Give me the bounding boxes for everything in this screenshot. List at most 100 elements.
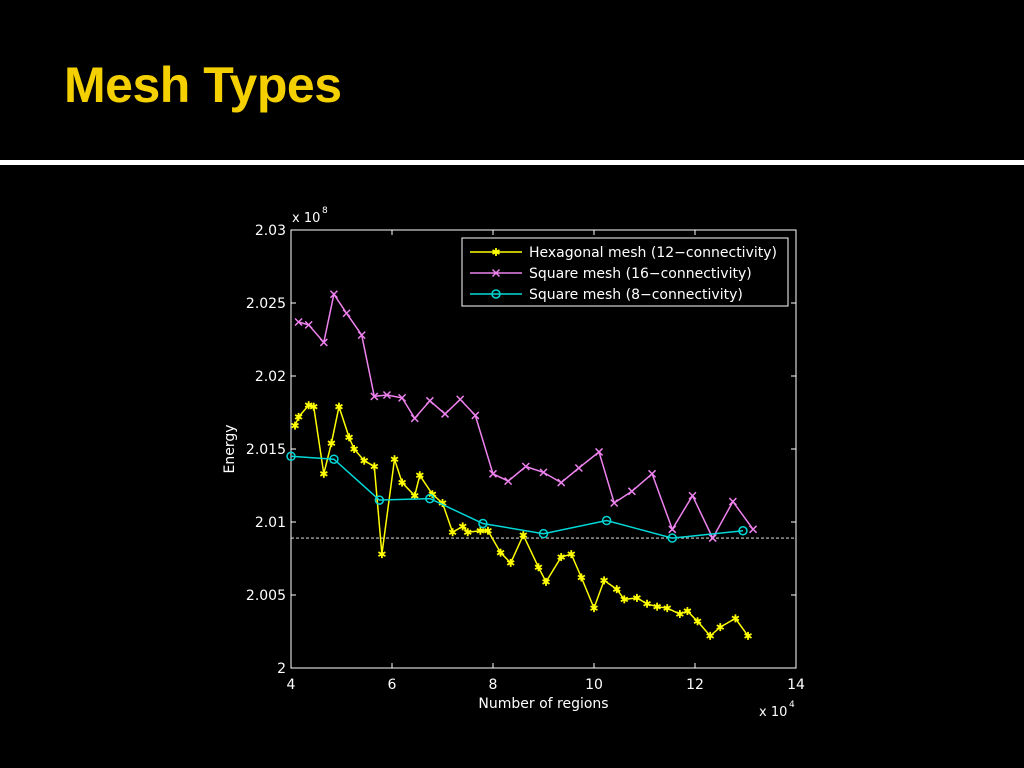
data-point-hexagonal (448, 528, 457, 537)
series-line-square-8 (290, 455, 744, 539)
data-point-hexagonal (590, 604, 598, 613)
data-point-square-16 (456, 395, 465, 404)
legend-label-hexagonal: Hexagonal mesh (12−connectivity) (529, 245, 777, 261)
data-point-hexagonal (294, 412, 303, 421)
data-point-hexagonal (390, 455, 399, 464)
data-point-hexagonal (438, 499, 447, 508)
data-point-hexagonal (542, 577, 550, 586)
data-point-hexagonal (706, 631, 715, 640)
x-tick-label: 14 (787, 677, 805, 693)
data-point-square-16 (648, 469, 657, 478)
data-point-hexagonal (458, 522, 467, 531)
data-point-hexagonal (534, 563, 543, 572)
data-point-hexagonal (484, 526, 492, 535)
data-point-hexagonal (496, 548, 505, 557)
data-point-square-16 (471, 411, 480, 420)
data-point-hexagonal (731, 614, 740, 623)
data-point-hexagonal (557, 553, 566, 562)
data-point-hexagonal (309, 402, 318, 411)
legend-label-square-8: Square mesh (8−connectivity) (529, 287, 743, 303)
data-point-square-16 (382, 390, 391, 400)
data-point-square-16 (370, 392, 379, 401)
tick-layer: 4 6 8 10 12 14 2 2.005 2.01 2.015 2.02 2.025 2.03 (246, 223, 805, 693)
data-point-square-16 (425, 396, 434, 405)
data-point-square-16 (688, 491, 697, 500)
data-point-square-16 (749, 525, 758, 534)
x-tick-label: 6 (388, 677, 397, 693)
data-point-hexagonal (653, 602, 662, 611)
data-point-square-8 (601, 515, 612, 526)
y-tick-label: 2 (277, 661, 286, 677)
data-point-hexagonal (345, 433, 354, 442)
legend-marker-hexagonal (492, 248, 500, 256)
data-point-hexagonal (632, 593, 641, 602)
y-tick-label: 2.015 (246, 442, 286, 458)
data-point-hexagonal (319, 469, 328, 478)
data-point-square-16 (440, 409, 450, 418)
series-line-hexagonal (294, 403, 749, 637)
y-axis-multiplier: x 10 8 (292, 206, 328, 226)
data-point-hexagonal (476, 526, 485, 535)
data-point-square-16 (574, 463, 583, 473)
y-tick-label: 2.005 (246, 588, 286, 604)
data-point-hexagonal (716, 623, 725, 632)
data-point-square-8 (667, 533, 678, 543)
y-tick-label: 2.03 (255, 223, 286, 239)
data-point-square-8 (425, 493, 435, 504)
x-multiplier-base: x 10 (759, 705, 787, 720)
slide-title: Mesh Types (64, 57, 342, 113)
data-point-hexagonal (415, 471, 424, 480)
series-square-8 (286, 451, 748, 543)
data-point-hexagonal (643, 599, 651, 608)
series-hexagonal (291, 401, 752, 640)
legend-marker-square-8 (491, 289, 501, 299)
data-point-square-16 (610, 498, 619, 508)
legend-markers (470, 248, 522, 299)
data-point-hexagonal (335, 402, 343, 411)
series-square-16 (294, 290, 758, 543)
data-point-hexagonal (600, 576, 609, 585)
data-point-hexagonal (398, 478, 407, 487)
data-point-hexagonal (620, 595, 629, 604)
legend-label-square-16: Square mesh (16−connectivity) (529, 266, 752, 282)
data-point-square-16 (329, 290, 338, 299)
data-point-hexagonal (612, 585, 621, 594)
data-point-square-16 (294, 317, 303, 327)
data-point-hexagonal (327, 439, 336, 448)
legend-box (461, 237, 789, 307)
data-point-square-8 (286, 451, 296, 462)
data-point-hexagonal (291, 421, 299, 430)
x-axis-label: Number of regions (478, 696, 608, 712)
data-point-square-16 (521, 462, 530, 471)
data-point-square-16 (357, 331, 366, 340)
data-point-hexagonal (567, 550, 576, 559)
y-tick-label: 2.025 (246, 296, 286, 312)
data-point-hexagonal (675, 609, 684, 618)
data-point-square-8 (478, 518, 488, 529)
data-point-square-16 (304, 320, 313, 329)
title-divider (0, 160, 1024, 165)
data-point-square-16 (668, 525, 677, 534)
y-multiplier-exponent: 8 (322, 206, 328, 216)
data-point-square-16 (728, 497, 737, 506)
data-point-hexagonal (410, 491, 419, 500)
data-point-square-8 (738, 526, 748, 536)
data-point-square-16 (488, 469, 498, 478)
x-axis-multiplier: x 10 4 (759, 700, 795, 720)
data-point-hexagonal (463, 528, 472, 537)
data-point-square-16 (398, 393, 407, 402)
data-point-square-16 (539, 468, 548, 477)
y-tick-label: 2.01 (255, 515, 286, 531)
data-point-square-16 (319, 338, 328, 347)
data-point-hexagonal (506, 558, 515, 567)
data-point-hexagonal (304, 401, 313, 410)
x-tick-label: 12 (686, 677, 704, 693)
data-point-square-16 (595, 447, 604, 456)
data-point-square-8 (374, 495, 385, 505)
x-tick-label: 10 (585, 677, 603, 693)
y-tick-label: 2.02 (255, 369, 286, 385)
data-point-hexagonal (744, 631, 752, 640)
data-point-hexagonal (377, 550, 386, 559)
legend: Hexagonal mesh (12−connectivity) Square … (461, 237, 789, 307)
